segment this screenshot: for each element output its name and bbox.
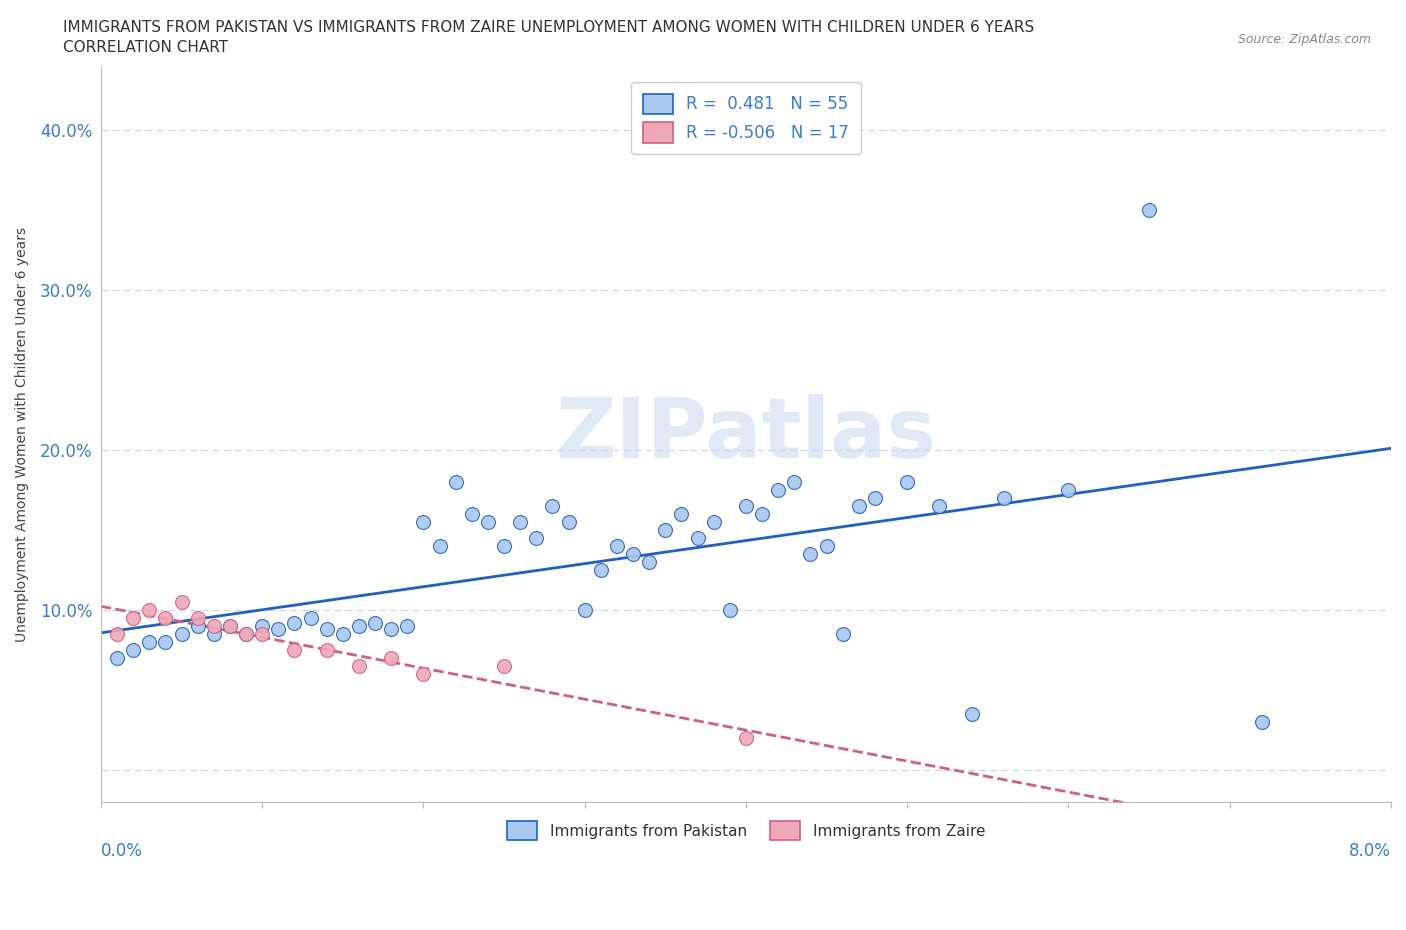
Point (155, 635, 177, 650)
Point (494, 538, 516, 553)
Point (541, 498, 564, 513)
Point (202, 627, 225, 642)
Point (703, 515, 725, 530)
Point (219, 618, 242, 633)
Point (122, 611, 145, 626)
Point (380, 622, 402, 637)
Point (347, 658, 370, 673)
Point (557, 515, 579, 530)
Point (332, 627, 354, 642)
Point (364, 616, 387, 631)
Point (589, 563, 612, 578)
Point (477, 515, 499, 530)
Point (461, 507, 484, 522)
Point (863, 491, 886, 506)
Point (138, 603, 160, 618)
Legend: Immigrants from Pakistan, Immigrants from Zaire: Immigrants from Pakistan, Immigrants fro… (501, 816, 991, 846)
Point (524, 531, 547, 546)
Point (993, 491, 1015, 506)
Text: Source: ZipAtlas.com: Source: ZipAtlas.com (1237, 33, 1371, 46)
Point (815, 538, 838, 553)
Point (170, 595, 193, 610)
Point (412, 667, 434, 682)
Point (1251, 715, 1274, 730)
Point (735, 731, 758, 746)
Point (283, 616, 305, 631)
Point (187, 618, 209, 633)
Point (235, 627, 257, 642)
Point (768, 483, 790, 498)
Point (429, 538, 451, 553)
Point (896, 475, 918, 490)
Point (574, 603, 596, 618)
Point (202, 618, 225, 633)
Point (138, 635, 160, 650)
Point (122, 643, 145, 658)
Point (235, 627, 257, 642)
Point (1137, 203, 1160, 218)
Point (621, 547, 644, 562)
Point (928, 498, 950, 513)
Point (444, 475, 467, 490)
Text: IMMIGRANTS FROM PAKISTAN VS IMMIGRANTS FROM ZAIRE UNEMPLOYMENT AMONG WOMEN WITH : IMMIGRANTS FROM PAKISTAN VS IMMIGRANTS F… (63, 20, 1035, 35)
Point (347, 618, 370, 633)
Point (250, 627, 273, 642)
Point (799, 547, 821, 562)
Point (735, 498, 758, 513)
Y-axis label: Unemployment Among Women with Children Under 6 years: Unemployment Among Women with Children U… (15, 227, 30, 642)
Text: ZIPatlas: ZIPatlas (555, 393, 936, 474)
Point (686, 531, 709, 546)
Point (412, 515, 434, 530)
Point (283, 643, 305, 658)
Text: 0.0%: 0.0% (101, 843, 143, 860)
Text: CORRELATION CHART: CORRELATION CHART (63, 40, 228, 55)
Point (1057, 483, 1080, 498)
Point (831, 627, 853, 642)
Point (960, 707, 983, 722)
Point (638, 555, 661, 570)
Point (170, 627, 193, 642)
Point (654, 523, 676, 538)
Point (783, 475, 806, 490)
Point (396, 618, 419, 633)
Point (299, 611, 322, 626)
Point (718, 603, 741, 618)
Point (751, 507, 773, 522)
Point (315, 622, 337, 637)
Point (105, 651, 128, 666)
Point (250, 618, 273, 633)
Point (671, 507, 693, 522)
Point (606, 538, 628, 553)
Point (187, 611, 209, 626)
Point (155, 611, 177, 626)
Point (267, 622, 290, 637)
Point (380, 651, 402, 666)
Point (219, 618, 242, 633)
Text: 8.0%: 8.0% (1350, 843, 1391, 860)
Point (105, 627, 128, 642)
Point (848, 498, 870, 513)
Point (509, 515, 531, 530)
Point (315, 643, 337, 658)
Point (494, 658, 516, 673)
